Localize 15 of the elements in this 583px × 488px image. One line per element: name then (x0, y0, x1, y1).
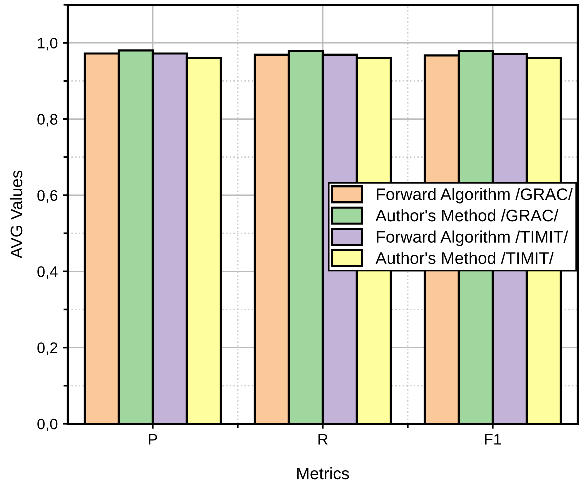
y-tick-label: 0,0 (38, 418, 58, 432)
y-tick-label: 0,6 (38, 190, 58, 203)
x-tick-label: P (149, 434, 158, 445)
x-tick-label: R (318, 434, 328, 445)
y-tick-label: 0,8 (38, 114, 58, 127)
x-axis-title: Metrics (298, 467, 350, 480)
legend-label: Forward Algorithm /TIMIT/ (377, 230, 568, 246)
y-tick-label: 0,2 (38, 342, 58, 356)
y-tick-label: 0,4 (38, 266, 58, 280)
legend-label: Author's Method /TIMIT/ (376, 252, 554, 264)
y-axis-title: AVG Values (10, 170, 23, 259)
legend-label: Forward Algorithm /GRAC/ (377, 188, 574, 204)
legend-label: Author's Method /GRAC/ (376, 209, 559, 222)
x-tick-label: F1 (485, 434, 502, 445)
y-tick-label: 1,0 (38, 38, 58, 51)
